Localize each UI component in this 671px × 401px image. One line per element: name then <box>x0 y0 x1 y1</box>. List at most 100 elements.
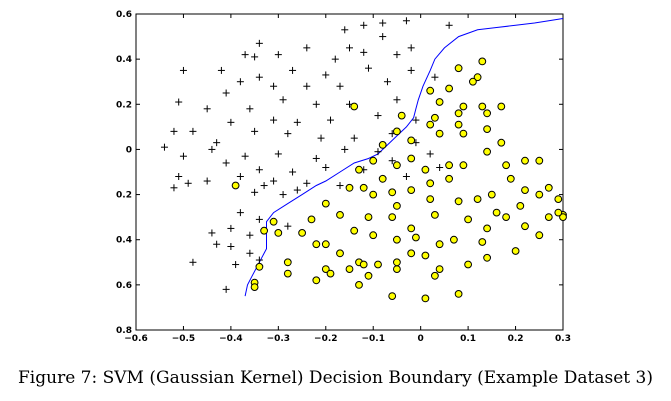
plus-marker <box>241 51 249 59</box>
circle-marker <box>269 217 278 226</box>
circle-marker <box>378 141 387 149</box>
plus-marker <box>203 105 211 113</box>
circle-marker <box>388 188 397 197</box>
circle-marker <box>464 215 473 224</box>
circle-marker <box>544 183 553 192</box>
circle-marker <box>426 195 435 204</box>
circle-marker <box>431 211 439 219</box>
plus-marker <box>213 240 221 248</box>
circle-marker <box>435 240 444 249</box>
circle-marker <box>473 73 482 82</box>
plot-frame <box>135 13 564 331</box>
circle-marker <box>445 161 454 170</box>
circle-marker <box>521 186 529 195</box>
circle-marker <box>454 109 463 118</box>
circle-marker <box>388 213 397 222</box>
circle-marker <box>364 213 373 222</box>
plus-marker <box>255 256 263 264</box>
circle-marker <box>231 181 240 190</box>
plus-marker <box>303 82 311 90</box>
circle-marker <box>431 113 439 122</box>
plus-marker <box>255 73 263 81</box>
circle-marker <box>397 111 406 120</box>
data-points <box>160 17 567 303</box>
circle-marker <box>283 258 292 267</box>
circle-marker <box>459 102 468 111</box>
circle-marker <box>469 77 477 86</box>
circle-marker <box>483 253 492 262</box>
circle-marker <box>393 235 401 244</box>
circle-marker <box>355 281 363 289</box>
circle-marker <box>473 195 482 204</box>
plus-marker <box>388 157 396 165</box>
circle-marker <box>345 265 354 274</box>
circle-marker <box>421 294 430 303</box>
circle-marker <box>260 226 269 235</box>
x-tick-label: −0.1 <box>361 334 384 344</box>
circle-marker <box>298 229 307 237</box>
plus-marker <box>170 127 178 135</box>
figure-caption: Figure 7: SVM (Gaussian Kernel) Decision… <box>18 368 653 388</box>
circle-marker <box>359 260 368 269</box>
y-tick-label: 0.4 <box>116 236 132 246</box>
plus-marker <box>312 100 320 108</box>
plus-marker <box>236 78 244 86</box>
circle-marker <box>321 199 330 208</box>
plus-marker <box>222 285 230 293</box>
circle-marker <box>459 129 468 138</box>
circle-marker <box>483 109 492 118</box>
plus-marker <box>289 66 297 74</box>
plus-marker <box>360 48 368 56</box>
plus-marker <box>322 71 330 79</box>
circle-marker <box>355 165 363 174</box>
circle-marker <box>326 269 335 278</box>
plus-marker <box>350 134 358 142</box>
circle-marker <box>426 120 435 129</box>
y-tick-label: 0.2 <box>116 100 132 110</box>
plus-marker <box>346 44 353 52</box>
plus-marker <box>246 249 254 257</box>
plus-marker <box>236 173 244 181</box>
circle-marker <box>478 57 487 66</box>
circle-marker <box>336 211 344 219</box>
circle-marker <box>483 224 492 233</box>
circle-marker <box>321 265 330 274</box>
plus-marker <box>255 166 263 174</box>
y-tick-label: 0.6 <box>116 281 132 291</box>
circle-marker <box>459 161 468 170</box>
plus-marker <box>402 173 410 181</box>
circle-marker <box>492 208 501 217</box>
circle-marker <box>511 247 520 255</box>
plus-marker <box>393 96 401 104</box>
plus-marker <box>393 51 401 59</box>
circle-marker <box>359 183 368 192</box>
tick-labels: −0.6 −0.5 −0.4 −0.3 −0.2 −0.1 0 0.1 0.2 0.3 0.6 0.4… <box>116 10 571 344</box>
circle-marker <box>502 161 511 170</box>
x-tick-label: 0.1 <box>460 334 476 344</box>
plus-marker <box>317 134 325 142</box>
plus-marker <box>179 66 187 74</box>
circle-marker <box>350 102 359 111</box>
plus-marker <box>402 17 410 25</box>
plus-marker <box>189 258 197 266</box>
circle-marker <box>350 226 359 235</box>
plus-marker <box>336 182 344 190</box>
plus-marker <box>184 179 192 187</box>
circle-marker <box>421 165 430 174</box>
y-tick-label: 0.6 <box>116 10 132 20</box>
circle-marker <box>307 215 316 224</box>
plus-marker <box>293 186 301 194</box>
plus-marker <box>270 177 278 185</box>
plus-marker <box>289 168 297 176</box>
plus-marker <box>379 33 387 41</box>
circle-marker <box>544 213 553 222</box>
circle-marker <box>369 156 378 165</box>
plus-marker <box>251 127 259 135</box>
circle-marker <box>497 102 506 111</box>
circle-marker <box>506 174 515 183</box>
circle-marker <box>487 190 496 199</box>
circle-marker <box>364 271 373 280</box>
circle-marker <box>454 197 463 206</box>
circle-marker <box>478 102 487 111</box>
plus-marker <box>270 116 278 124</box>
